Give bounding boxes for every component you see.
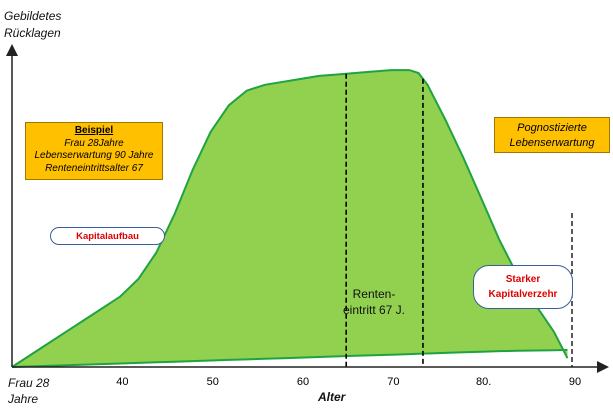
retirement-label: Renten- eintritt 67 J. <box>334 286 414 318</box>
retirement-line: Renten- <box>352 287 396 301</box>
example-line: Renteneintrittsalter 67 <box>45 162 143 174</box>
x-origin-label: Frau 28 Jahre <box>8 376 50 406</box>
buildup-label: Kapitalaufbau <box>50 227 165 245</box>
forecast-box: Pognostizierte Lebenserwartung <box>494 117 610 153</box>
baseline-curve <box>11 348 568 368</box>
drawdown-line: Kapitalverzehr <box>488 289 558 300</box>
x-tick-label: 90 <box>568 376 582 388</box>
x-tick-label: 60 <box>296 376 310 388</box>
retirement-line: eintritt 67 J. <box>342 303 406 317</box>
capital-curve <box>11 69 569 368</box>
forecast-line: Pognostizierte <box>517 122 587 134</box>
capital-area <box>12 70 568 367</box>
x-tick-label: 80. <box>476 376 492 388</box>
forecast-line: Lebenserwartung <box>509 136 595 149</box>
example-line: Lebenserwartung 90 Jahre <box>34 150 154 161</box>
drawdown-line: Starker <box>505 274 541 285</box>
example-heading: Beispiel <box>74 125 114 136</box>
example-box: Beispiel Frau 28Jahre Lebenserwartung 90… <box>25 122 163 180</box>
x-tick-label: 50 <box>206 376 219 388</box>
example-line: Frau 28Jahre <box>64 137 124 149</box>
x-tick-label: 70 <box>387 376 400 388</box>
y-axis-label: Gebildetes Rücklagen <box>4 9 62 40</box>
x-tick-label: 40 <box>116 376 129 388</box>
x-axis-title: Alter <box>318 390 346 404</box>
drawdown-label: Starker Kapitalverzehr <box>473 265 573 309</box>
